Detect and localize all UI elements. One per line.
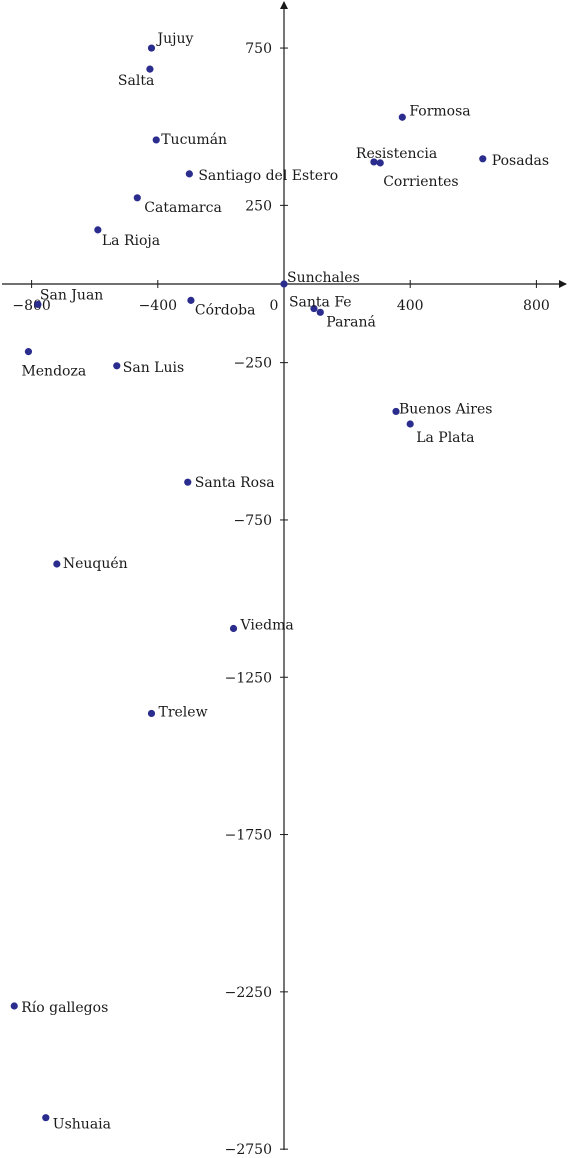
point-marker: [133, 194, 141, 202]
point-label: Santa Fe: [289, 295, 352, 311]
x-tick-label: −400: [139, 298, 177, 314]
point-label: Jujuy: [155, 31, 193, 47]
point-marker: [24, 348, 33, 356]
y-tick-label: −750: [234, 513, 272, 529]
point-label: Catamarca: [144, 200, 222, 216]
y-tick-label: −250: [234, 356, 272, 372]
point-marker: [10, 1002, 18, 1010]
point-marker: [185, 170, 193, 178]
point-marker: [34, 300, 42, 309]
x-tick-label: 800: [523, 298, 550, 314]
point-label: Río gallegos: [21, 1000, 108, 1016]
y-tick-label: −2750: [225, 1142, 272, 1158]
point-label: Neuquén: [63, 556, 128, 572]
point-marker: [316, 308, 324, 316]
point-marker: [94, 226, 102, 234]
point-marker: [187, 296, 195, 304]
points: Jujuy Salta Formosa Tucumán Resistencia Corri…: [10, 31, 549, 1133]
point-label: San Luis: [123, 360, 184, 376]
y-tick-label: −2250: [225, 985, 272, 1001]
point-label: Viedma: [240, 617, 294, 633]
point-marker: [53, 560, 61, 568]
point-marker: [113, 362, 121, 370]
point-label: Resistencia: [356, 146, 437, 162]
point-marker: [310, 304, 318, 313]
point-marker: [184, 478, 192, 486]
point-marker: [392, 407, 400, 416]
point-marker: [406, 420, 414, 428]
point-label: Corrientes: [383, 174, 458, 190]
point-marker: [147, 709, 156, 718]
point-marker: [147, 44, 156, 52]
point-marker: [152, 136, 160, 144]
point-label: Sunchales: [287, 270, 360, 286]
point-marker: [280, 280, 288, 288]
y-tick-label: 750: [245, 41, 272, 57]
point-marker: [479, 155, 487, 163]
point-marker: [146, 65, 154, 73]
point-label: Santa Rosa: [195, 475, 275, 491]
point-label: Trelew: [158, 704, 207, 720]
point-marker: [42, 1114, 50, 1122]
point-label: Salta: [118, 73, 154, 89]
x-tick-label: 400: [397, 298, 424, 314]
point-label: Buenos Aires: [399, 401, 492, 417]
ticks: −800 −400 0 400 800 750 250 −250 −750 −1250 −1750 −…: [12, 41, 549, 1158]
point-marker: [376, 159, 384, 167]
y-tick-label: −1250: [225, 670, 272, 686]
x-tick-label: −800: [12, 298, 50, 314]
point-label: San Juan: [40, 287, 103, 303]
x-tick-label: 0: [270, 298, 279, 314]
point-label: Paraná: [326, 314, 376, 330]
point-marker: [398, 113, 406, 121]
point-label: Santiago del Estero: [198, 168, 338, 184]
point-label: La Plata: [416, 430, 474, 446]
point-marker: [370, 158, 378, 166]
y-tick-label: −1750: [225, 828, 272, 844]
point-label: Posadas: [492, 153, 549, 169]
y-tick-label: 250: [245, 198, 272, 214]
point-label: Mendoza: [21, 364, 86, 380]
point-marker: [229, 624, 238, 633]
point-label: La Rioja: [102, 233, 160, 249]
point-label: Formosa: [409, 103, 470, 119]
point-label: Córdoba: [195, 302, 256, 318]
point-label: Ushuaia: [53, 1117, 111, 1133]
point-label: Tucumán: [161, 132, 227, 148]
